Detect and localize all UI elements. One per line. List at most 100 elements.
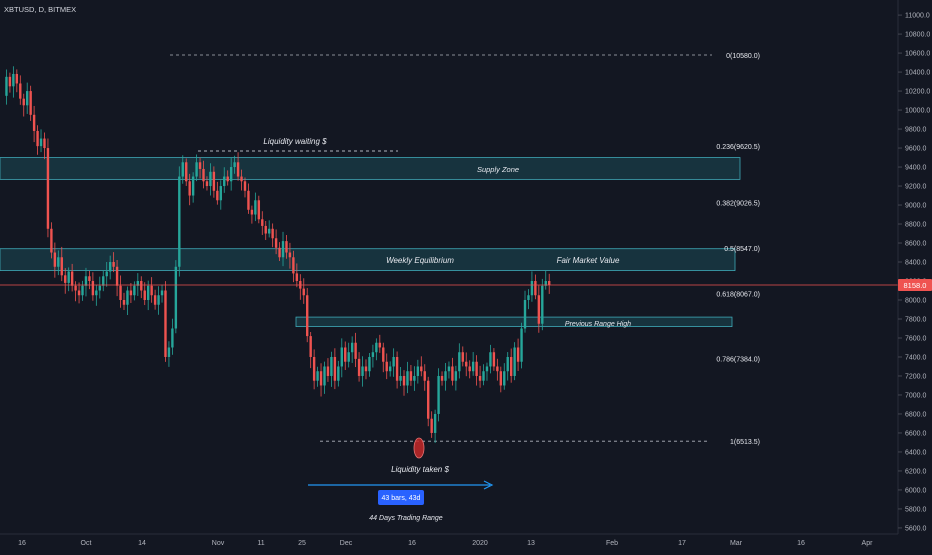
candle-body[interactable] [157, 295, 160, 305]
candle-body[interactable] [140, 281, 143, 291]
candle-body[interactable] [319, 371, 323, 386]
candle-body[interactable] [285, 241, 288, 253]
candle-body[interactable] [503, 371, 506, 386]
candle-body[interactable] [478, 375, 482, 381]
candle-body[interactable] [354, 342, 357, 359]
candle-body[interactable] [437, 375, 440, 414]
candle-body[interactable] [191, 176, 195, 196]
candle-body[interactable] [364, 366, 368, 372]
candle-body[interactable] [88, 276, 91, 282]
candle-body[interactable] [202, 168, 205, 182]
candle-body[interactable] [323, 366, 326, 386]
candle-body[interactable] [475, 361, 478, 376]
candle-body[interactable] [236, 162, 240, 177]
candle-body[interactable] [340, 347, 343, 367]
candle-body[interactable] [427, 380, 430, 419]
candle-body[interactable] [216, 190, 219, 201]
candle-body[interactable] [102, 276, 105, 286]
candle-body[interactable] [205, 181, 209, 187]
time-axis[interactable]: 16 Oct 14 Nov 11 25 Dec 16 2020 13 Feb 17 Mar 16 Apr [18, 540, 873, 547]
candle-body[interactable] [312, 356, 316, 381]
candle-body[interactable] [219, 186, 222, 201]
candle-body[interactable] [361, 366, 364, 376]
candle-body[interactable] [112, 262, 115, 267]
candle-body[interactable] [91, 281, 95, 296]
candle-body[interactable] [316, 371, 319, 381]
candle-body[interactable] [482, 371, 485, 381]
candle-body[interactable] [544, 281, 547, 286]
candle-body[interactable] [333, 356, 337, 381]
candle-body[interactable] [67, 271, 70, 283]
candle-body[interactable] [153, 295, 157, 305]
candle-body[interactable] [371, 352, 375, 357]
candle-body[interactable] [492, 352, 496, 367]
candle-body[interactable] [43, 138, 46, 149]
price-axis[interactable]: 5600.0 5800.0 6000.0 6200.0 6400.0 6600.0 6800… [898, 13, 930, 533]
candle-body[interactable] [5, 76, 8, 96]
candle-body[interactable] [537, 295, 541, 324]
candle-body[interactable] [108, 262, 112, 272]
candle-body[interactable] [98, 285, 101, 291]
candle-body[interactable] [278, 247, 281, 258]
candle-body[interactable] [171, 328, 174, 348]
candle-body[interactable] [548, 281, 551, 285]
candle-body[interactable] [77, 290, 81, 296]
candle-body[interactable] [378, 342, 382, 348]
candle-body[interactable] [39, 138, 43, 147]
candle-body[interactable] [223, 176, 226, 187]
candle-body[interactable] [295, 273, 299, 282]
candle-body[interactable] [257, 200, 261, 220]
candle-body[interactable] [416, 366, 420, 376]
candle-body[interactable] [50, 228, 53, 253]
candles-layer[interactable] [5, 66, 551, 443]
candle-body[interactable] [292, 257, 295, 274]
candle-body[interactable] [267, 228, 271, 234]
candle-body[interactable] [36, 130, 39, 147]
candle-body[interactable] [240, 176, 243, 182]
candle-body[interactable] [430, 418, 433, 433]
candle-body[interactable] [461, 352, 464, 362]
candle-body[interactable] [388, 366, 392, 372]
candle-body[interactable] [530, 281, 534, 296]
candle-body[interactable] [15, 73, 19, 84]
candle-body[interactable] [174, 266, 178, 329]
candle-body[interactable] [136, 281, 140, 286]
candle-body[interactable] [496, 366, 499, 372]
candle-body[interactable] [60, 257, 63, 276]
candle-body[interactable] [541, 285, 544, 324]
candle-body[interactable] [115, 266, 119, 286]
candle-body[interactable] [19, 83, 22, 99]
candle-body[interactable] [271, 228, 274, 239]
candle-body[interactable] [122, 300, 126, 305]
candle-body[interactable] [489, 352, 492, 367]
candle-body[interactable] [57, 257, 60, 267]
candle-body[interactable] [306, 295, 309, 337]
candle-body[interactable] [375, 342, 378, 353]
candle-body[interactable] [146, 285, 150, 300]
candle-body[interactable] [185, 162, 188, 182]
candle-body[interactable] [164, 290, 167, 357]
candle-body[interactable] [274, 238, 278, 248]
candle-body[interactable] [81, 285, 84, 296]
candle-body[interactable] [534, 281, 537, 296]
candle-body[interactable] [84, 276, 88, 286]
candle-body[interactable] [465, 361, 468, 367]
candle-body[interactable] [420, 366, 423, 372]
candle-body[interactable] [261, 219, 264, 226]
candle-body[interactable] [513, 347, 516, 376]
candle-body[interactable] [53, 252, 57, 267]
candle-body[interactable] [212, 171, 216, 191]
candle-body[interactable] [458, 352, 461, 372]
candle-body[interactable] [385, 361, 388, 372]
candle-body[interactable] [444, 371, 447, 381]
candle-body[interactable] [8, 76, 12, 87]
candle-body[interactable] [309, 336, 312, 357]
candle-body[interactable] [330, 356, 333, 376]
candle-body[interactable] [74, 285, 77, 291]
candle-body[interactable] [392, 356, 395, 367]
candle-body[interactable] [506, 356, 509, 372]
candle-body[interactable] [247, 190, 250, 210]
candle-body[interactable] [447, 366, 451, 372]
candle-body[interactable] [229, 167, 233, 182]
